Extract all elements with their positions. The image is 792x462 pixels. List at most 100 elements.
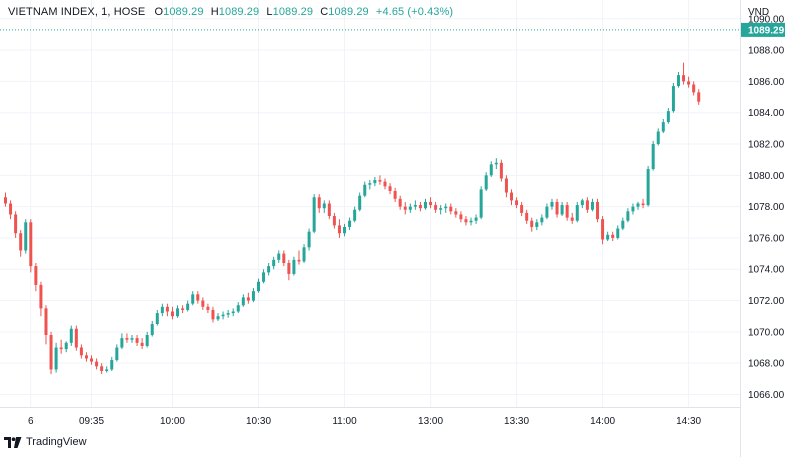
candle-body <box>176 308 180 317</box>
candle-body <box>297 259 301 262</box>
candle-body <box>636 203 640 207</box>
candle-body <box>535 222 539 227</box>
candle-body <box>49 334 53 370</box>
candle-up <box>257 278 260 293</box>
low-value: 1089.29 <box>272 6 314 18</box>
candle-up <box>661 118 665 134</box>
tradingview-logo-icon <box>4 436 22 448</box>
candle-down <box>282 250 286 267</box>
y-tick-label: 1090.00 <box>748 14 785 25</box>
candle-body <box>211 309 215 320</box>
candle-body <box>69 328 73 343</box>
x-tick-label: 10:30 <box>246 416 271 427</box>
candle-up <box>226 309 230 318</box>
candle-body <box>24 222 28 251</box>
candle-body <box>39 284 43 309</box>
candle-body <box>312 197 316 232</box>
candle-body <box>403 206 407 210</box>
candle-up <box>484 172 488 191</box>
candle-body <box>550 201 554 207</box>
candle-body <box>64 342 68 350</box>
candle-body <box>423 201 427 209</box>
candle-body <box>262 272 266 282</box>
candle-body <box>439 208 443 210</box>
candle-body <box>145 334 149 346</box>
candle-body <box>444 206 448 209</box>
low-label: L <box>266 6 273 18</box>
candle-up <box>277 250 281 263</box>
candle-body <box>499 162 503 179</box>
candle-body <box>9 203 13 215</box>
candle-body <box>287 262 291 274</box>
candle-body <box>651 144 655 170</box>
candle-body <box>434 205 438 210</box>
x-tick-label: 11:00 <box>332 416 357 427</box>
candle-up <box>145 331 149 348</box>
candle-up <box>575 201 579 223</box>
candle-down <box>90 355 94 365</box>
candle-up <box>110 356 114 371</box>
candle-body <box>585 200 589 210</box>
candle-body <box>676 75 680 87</box>
open-label: O <box>154 6 164 18</box>
candle-down <box>687 76 691 88</box>
candle-body <box>221 314 225 317</box>
candle-down <box>4 192 7 207</box>
currency-label[interactable]: VND <box>748 7 770 18</box>
candle-body <box>307 231 311 248</box>
candle-body <box>29 222 33 267</box>
candle-down <box>464 216 468 226</box>
candle-body <box>580 200 584 206</box>
candle-body <box>348 220 352 227</box>
candle-body <box>398 198 402 207</box>
candle-body <box>545 206 549 218</box>
candle-down <box>515 197 519 209</box>
candle-down <box>520 201 524 217</box>
candle-down <box>393 187 397 202</box>
candle-body <box>155 313 159 325</box>
candle-up <box>348 217 352 231</box>
close-label: C <box>320 6 329 18</box>
candle-body <box>160 306 164 314</box>
candle-up <box>646 165 650 207</box>
candle-down <box>201 297 205 310</box>
candle-body <box>74 328 78 348</box>
candle-up <box>120 333 124 350</box>
candle-body <box>19 233 23 251</box>
candle-down <box>504 175 508 198</box>
candle-down <box>611 231 615 242</box>
candle-up <box>408 203 412 213</box>
candle-body <box>692 84 696 93</box>
candle-down <box>383 178 387 190</box>
candle-up <box>676 72 680 88</box>
candle-down <box>39 281 43 317</box>
high-value: 1089.29 <box>218 6 260 18</box>
candle-up <box>423 198 427 210</box>
candle-body <box>140 342 144 346</box>
candle-body <box>44 308 48 335</box>
candle-body <box>343 226 347 234</box>
candle-down <box>555 198 559 218</box>
candle-down <box>570 212 574 224</box>
candle-down <box>601 216 605 245</box>
candle-up <box>439 205 443 215</box>
candle-body <box>353 209 357 221</box>
symbol-name[interactable]: VIETNAM INDEX, 1, HOSE <box>8 6 146 18</box>
candle-body <box>489 164 493 176</box>
candle-body <box>504 178 508 193</box>
candle-body <box>484 175 488 190</box>
candle-up <box>358 192 362 212</box>
close-value: 1089.29 <box>328 6 369 18</box>
tradingview-brand[interactable]: TradingView <box>4 436 87 448</box>
candle-body <box>302 247 306 262</box>
candle-down <box>181 305 185 314</box>
y-tick-label: 1068.00 <box>748 359 785 370</box>
candle-body <box>84 355 88 359</box>
candle-down <box>140 338 144 350</box>
candle-down <box>525 209 529 224</box>
candle-body <box>626 211 630 221</box>
candle-body <box>631 206 635 212</box>
candle-body <box>606 234 610 240</box>
